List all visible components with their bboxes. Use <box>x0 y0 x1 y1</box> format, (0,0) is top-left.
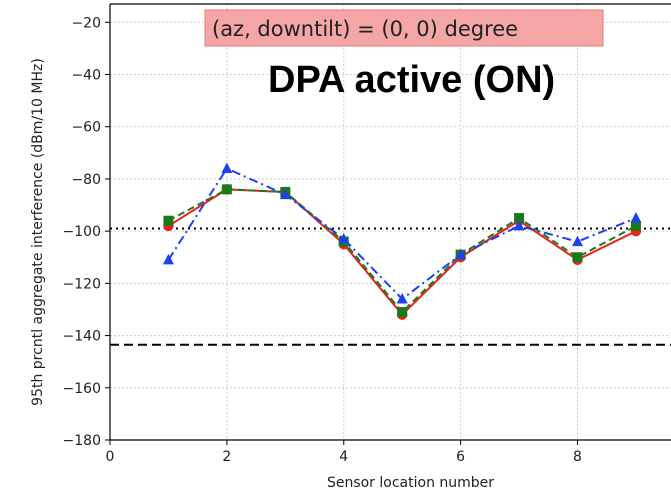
data-point <box>279 188 291 200</box>
annotation-box: (az, downtilt) = (0, 0) degree <box>204 9 604 47</box>
data-point <box>455 248 467 260</box>
data-point <box>396 293 408 304</box>
data-point <box>513 219 525 231</box>
x-tick-label: 0 <box>106 449 115 465</box>
y-tick-label: −160 <box>63 381 101 397</box>
data-point <box>514 213 525 224</box>
data-point <box>338 232 350 244</box>
data-point <box>397 307 408 318</box>
annotation-box-text: (az, downtilt) = (0, 0) degree <box>212 17 518 41</box>
y-tick-label: −40 <box>71 67 101 83</box>
data-point <box>630 220 641 231</box>
data-point <box>162 253 174 265</box>
series-layer <box>162 162 642 320</box>
x-tick-label: 2 <box>222 449 231 465</box>
y-tick-label: −60 <box>71 120 101 136</box>
x-tick-label: 6 <box>456 449 465 465</box>
y-tick-label: −100 <box>63 224 101 240</box>
data-point <box>572 235 583 247</box>
y-tick-label: −180 <box>63 433 101 449</box>
tick-labels: −180 −160 −140 −120 −100 −80 −60 −40 −20 0 2 4 6 8 <box>63 15 582 465</box>
data-point <box>163 215 174 226</box>
dpa-status-label: DPA active (ON) <box>268 59 555 101</box>
y-axis-label: 95th prcntl aggregate interference (dBm/… <box>30 58 46 406</box>
x-axis-label: Sensor location number <box>327 475 494 491</box>
x-tick-label: 4 <box>339 449 348 465</box>
series-line <box>167 167 637 301</box>
y-tick-label: −140 <box>63 329 101 345</box>
data-point <box>630 212 642 223</box>
data-point <box>572 252 583 263</box>
series-3 <box>162 162 642 304</box>
y-tick-label: −80 <box>71 172 101 188</box>
data-point <box>221 162 233 173</box>
y-tick-label: −20 <box>71 15 101 31</box>
y-tick-label: −120 <box>63 276 101 292</box>
annotation-box-background <box>204 9 604 47</box>
x-tick-label: 8 <box>573 449 582 465</box>
reference-lines <box>110 227 671 346</box>
data-point <box>221 184 232 195</box>
series-line <box>167 188 637 314</box>
